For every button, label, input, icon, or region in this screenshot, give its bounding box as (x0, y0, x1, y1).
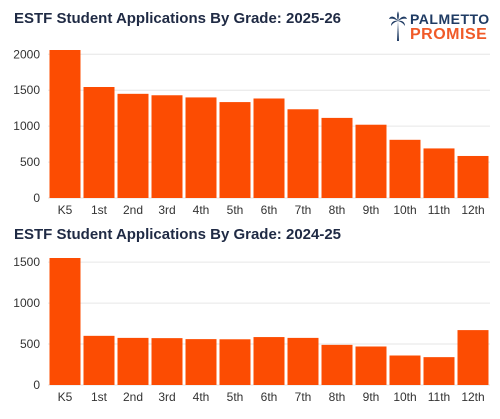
x-tick-label: 12th (461, 390, 484, 404)
x-tick-label: 12th (461, 203, 484, 215)
chart-title-2024-25: ESTF Student Applications By Grade: 2024… (14, 226, 342, 243)
x-tick-label: 2nd (123, 203, 143, 215)
bar-k5 (49, 258, 81, 385)
bar-6th (253, 98, 285, 198)
bar-11th (423, 148, 455, 198)
x-tick-label: K5 (58, 390, 73, 404)
x-tick-label: 9th (363, 203, 380, 215)
bar-5th (219, 102, 251, 198)
bar-12th (457, 330, 489, 385)
bar-10th (389, 139, 421, 198)
logo-text-promise: PROMISE (410, 26, 488, 43)
y-tick-label: 1000 (13, 296, 40, 310)
y-tick-label: 500 (20, 155, 40, 169)
x-tick-label: 6th (261, 390, 278, 404)
palmetto-tree-icon (389, 11, 407, 41)
bar-6th (253, 337, 285, 385)
bar-2nd (117, 93, 149, 198)
bar-2nd (117, 337, 149, 385)
x-tick-label: 2nd (123, 390, 143, 404)
y-tick-label: 0 (33, 191, 40, 205)
bar-4th (185, 339, 217, 385)
x-tick-label: 5th (227, 203, 244, 215)
logo-text-palmetto: PALMETTO (410, 11, 490, 27)
x-tick-label: 3rd (158, 203, 175, 215)
x-tick-label: 4th (193, 203, 210, 215)
bar-9th (355, 346, 387, 385)
x-tick-label: K5 (58, 203, 73, 215)
x-tick-label: 8th (329, 390, 346, 404)
y-tick-label: 1500 (13, 255, 40, 269)
x-tick-label: 6th (261, 203, 278, 215)
bar-4th (185, 97, 217, 198)
bar-7th (287, 109, 319, 198)
y-tick-label: 0 (33, 378, 40, 392)
x-tick-label: 9th (363, 390, 380, 404)
x-tick-label: 11th (428, 390, 450, 404)
y-tick-label: 500 (20, 337, 40, 351)
bar-12th (457, 155, 489, 198)
y-tick-label: 1000 (13, 119, 40, 133)
palmetto-promise-logo: PALMETTO PROMISE (388, 11, 496, 45)
bar-chart-2024-25: 0 500 1000 1500 K5 1st 2nd 3rd 4th 5th 6th 7th 8th 9t… (13, 255, 490, 404)
bar-3rd (151, 338, 183, 385)
bar-10th (389, 355, 421, 385)
bar-chart-2025-26: 0 500 1000 1500 2000 K5 1st 2nd 3rd 4th 5th 6th 7th 8… (13, 47, 490, 215)
y-tick-label: 1500 (13, 83, 40, 97)
bar-k5 (49, 50, 81, 198)
x-tick-label: 3rd (158, 390, 175, 404)
bar-1st (83, 335, 115, 385)
x-tick-label: 10th (393, 390, 416, 404)
bar-1st (83, 87, 115, 198)
bar-7th (287, 337, 319, 385)
chart-title-2025-26: ESTF Student Applications By Grade: 2025… (14, 10, 342, 27)
x-tick-label: 8th (329, 203, 346, 215)
x-tick-label: 1st (91, 390, 108, 404)
x-tick-label: 5th (227, 390, 244, 404)
x-tick-label: 7th (295, 203, 312, 215)
bar-5th (219, 339, 251, 385)
bar-8th (321, 344, 353, 385)
bar-8th (321, 117, 353, 198)
x-tick-label: 7th (295, 390, 312, 404)
x-tick-label: 1st (91, 203, 108, 215)
x-tick-label: 4th (193, 390, 210, 404)
x-tick-label: 10th (393, 203, 416, 215)
bar-3rd (151, 95, 183, 198)
bar-9th (355, 124, 387, 198)
bar-11th (423, 357, 455, 385)
x-tick-label: 11th (428, 203, 450, 215)
y-tick-label: 2000 (13, 47, 40, 61)
